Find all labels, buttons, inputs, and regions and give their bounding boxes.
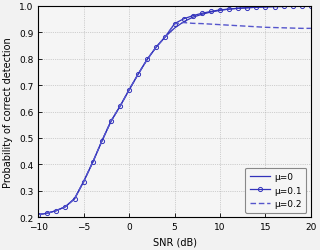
μ=0.1 [254, 7, 258, 10]
μ=0.2 [200, 23, 204, 26]
μ=0 [45, 212, 49, 215]
Legend: μ=0, μ=0.1, μ=0.2: μ=0, μ=0.1, μ=0.2 [245, 168, 306, 213]
μ=0 [245, 7, 249, 10]
μ=0 [100, 140, 104, 143]
μ=0.2 [100, 140, 104, 143]
X-axis label: SNR (dB): SNR (dB) [153, 237, 196, 246]
μ=0.1 [136, 73, 140, 76]
μ=0.1 [191, 15, 195, 18]
μ=0.2 [73, 198, 76, 200]
μ=0 [218, 10, 222, 13]
μ=0.1 [309, 6, 313, 8]
μ=0.1 [145, 58, 149, 61]
μ=0.1 [264, 6, 268, 10]
μ=0.1 [100, 140, 104, 143]
μ=0.1 [164, 36, 167, 39]
μ=0.2 [136, 73, 140, 76]
μ=0.2 [91, 161, 95, 164]
μ=0.2 [172, 23, 176, 26]
μ=0.1 [127, 89, 131, 92]
Y-axis label: Probability of correct detection: Probability of correct detection [4, 37, 13, 187]
μ=0.2 [291, 28, 295, 30]
μ=0.2 [209, 24, 213, 26]
μ=0 [236, 8, 240, 11]
μ=0 [91, 161, 95, 164]
Line: μ=0: μ=0 [38, 7, 311, 215]
μ=0.1 [291, 6, 295, 9]
μ=0.2 [36, 213, 40, 216]
μ=0.2 [64, 205, 68, 208]
μ=0 [291, 6, 295, 9]
μ=0.1 [236, 8, 240, 11]
Line: μ=0.1: μ=0.1 [36, 5, 313, 217]
μ=0.2 [182, 22, 186, 25]
μ=0 [36, 213, 40, 216]
μ=0 [164, 36, 167, 39]
μ=0.2 [309, 28, 313, 31]
μ=0.2 [264, 27, 268, 30]
μ=0.1 [218, 9, 222, 12]
μ=0 [82, 180, 85, 183]
μ=0.2 [300, 28, 304, 31]
μ=0 [309, 6, 313, 8]
μ=0.2 [118, 105, 122, 108]
μ=0.2 [191, 23, 195, 26]
μ=0 [54, 209, 58, 212]
μ=0 [273, 6, 276, 9]
μ=0.1 [273, 6, 276, 9]
μ=0 [109, 120, 113, 123]
μ=0.2 [155, 46, 158, 49]
μ=0.1 [118, 105, 122, 108]
μ=0.1 [36, 213, 40, 216]
μ=0 [145, 58, 149, 61]
μ=0.1 [91, 161, 95, 164]
μ=0.2 [236, 25, 240, 28]
μ=0.2 [164, 36, 167, 39]
μ=0 [282, 6, 285, 9]
μ=0 [136, 73, 140, 76]
μ=0.2 [245, 26, 249, 29]
μ=0.2 [54, 209, 58, 212]
μ=0.1 [155, 46, 158, 49]
μ=0 [191, 17, 195, 20]
μ=0 [209, 12, 213, 14]
μ=0 [172, 28, 176, 30]
μ=0.2 [218, 24, 222, 27]
μ=0 [182, 21, 186, 24]
μ=0.1 [182, 18, 186, 21]
μ=0 [155, 46, 158, 49]
μ=0 [118, 105, 122, 108]
μ=0.1 [109, 120, 113, 123]
μ=0 [300, 6, 304, 9]
μ=0 [264, 6, 268, 9]
μ=0.2 [273, 27, 276, 30]
μ=0.1 [227, 8, 231, 12]
μ=0.2 [254, 26, 258, 29]
μ=0.1 [82, 180, 85, 183]
μ=0.2 [127, 89, 131, 92]
μ=0.2 [82, 180, 85, 183]
μ=0.2 [282, 27, 285, 30]
μ=0.2 [227, 24, 231, 28]
μ=0.1 [45, 212, 49, 215]
μ=0.1 [300, 6, 304, 9]
μ=0.2 [145, 58, 149, 61]
μ=0.1 [54, 209, 58, 212]
μ=0.1 [172, 23, 176, 26]
μ=0 [200, 14, 204, 17]
μ=0.1 [282, 6, 285, 9]
μ=0.1 [245, 7, 249, 10]
μ=0.2 [109, 120, 113, 123]
μ=0.1 [200, 13, 204, 16]
μ=0.1 [64, 205, 68, 208]
μ=0 [254, 7, 258, 10]
μ=0.1 [209, 11, 213, 14]
μ=0 [127, 89, 131, 92]
μ=0 [227, 8, 231, 12]
μ=0.2 [45, 212, 49, 215]
Line: μ=0.2: μ=0.2 [38, 24, 311, 215]
μ=0 [64, 205, 68, 208]
μ=0.1 [73, 198, 76, 200]
μ=0 [73, 198, 76, 200]
